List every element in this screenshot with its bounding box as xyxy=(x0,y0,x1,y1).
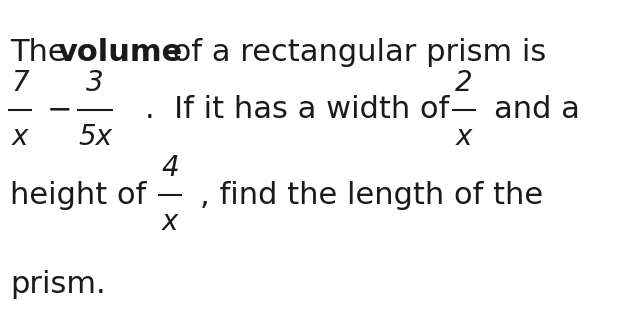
Text: The: The xyxy=(10,38,76,67)
Text: x: x xyxy=(162,208,178,236)
Text: −: − xyxy=(47,95,73,125)
Text: , find the length of the: , find the length of the xyxy=(200,180,543,210)
Text: and a: and a xyxy=(494,95,580,125)
Text: of a rectangular prism is: of a rectangular prism is xyxy=(163,38,546,67)
Text: 2: 2 xyxy=(455,69,473,97)
Text: .  If it has a width of: . If it has a width of xyxy=(145,95,449,125)
Text: 3: 3 xyxy=(86,69,104,97)
Text: x: x xyxy=(456,123,472,151)
Text: prism.: prism. xyxy=(10,270,106,299)
Text: 4: 4 xyxy=(161,154,179,182)
Text: x: x xyxy=(12,123,28,151)
Text: 5x: 5x xyxy=(78,123,112,151)
Text: height of: height of xyxy=(10,180,146,210)
Text: volume: volume xyxy=(58,38,183,67)
Text: 7: 7 xyxy=(11,69,29,97)
